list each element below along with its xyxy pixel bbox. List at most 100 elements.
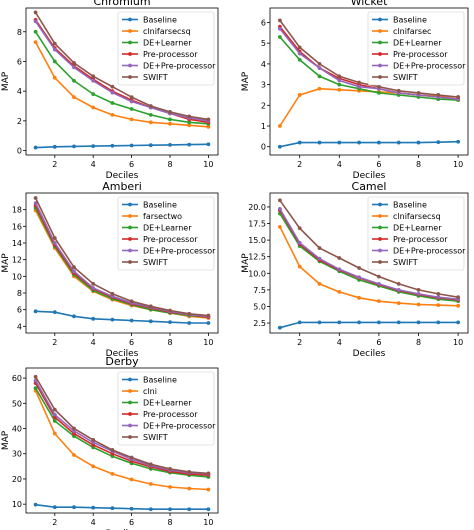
data-point [317,246,322,250]
data-point [357,320,361,325]
data-point [110,101,115,105]
data-point [297,140,302,145]
legend-label: DE+Pre-processor [143,422,216,431]
legend-label: SWIFT [393,258,418,267]
plot-area [25,367,219,514]
x-tick-label: 8 [167,338,172,347]
x-tick-label: 8 [167,160,172,169]
data-point [129,318,134,323]
data-point [278,144,282,149]
data-point [187,507,192,512]
legend-marker [378,75,382,79]
chart-title: Chromium [93,0,150,8]
legend-label: DE+Pre-processor [393,247,466,256]
x-tick-label: 4 [91,338,96,347]
x-tick-label: 6 [376,338,381,347]
y-tick-label: 7.5 [253,286,266,295]
legend-marker [128,400,132,405]
data-point [396,320,401,325]
y-tick-label: 16 [12,222,22,231]
data-point [187,321,192,325]
plot-area [269,7,469,156]
data-point [187,486,192,491]
data-point [91,437,96,442]
legend-box [367,11,465,86]
series-line [34,197,209,317]
legend-label: clnifarsecsq [393,212,441,221]
data-point [436,295,441,300]
data-point [72,144,76,149]
legend-marker [378,248,382,253]
data-point [278,224,282,229]
data-point [52,236,57,240]
data-point [206,471,211,476]
legend-marker [128,29,132,33]
data-point [456,295,460,300]
data-point [52,75,57,80]
y-axis-label: MAP [241,71,251,91]
data-point [129,95,134,99]
y-tick-label: 3 [261,81,266,90]
series-line [34,12,209,121]
y-tick-label: 1 [261,122,266,131]
data-point [187,142,192,147]
series-swift [33,10,211,122]
x-tick-label: 10 [203,160,213,169]
y-axis-label: MAP [1,430,11,450]
data-point [396,88,401,93]
legend-box [117,371,215,446]
x-tick-label: 2 [52,518,57,527]
y-tick-label: 4 [17,87,22,96]
data-point [33,374,38,379]
series-clnifarsecsq [33,40,211,129]
data-point [278,35,282,39]
legend-marker [128,202,132,207]
data-point [129,107,134,111]
x-axis-label: Deciles [106,171,139,181]
data-point [33,40,38,45]
series-line [279,28,459,100]
y-tick-label: 14 [12,239,22,248]
y-tick-label: 20.0 [248,203,266,212]
chart-panel-derby: Derby246810102030405060DecilesMAPBaselin… [1,355,219,530]
data-point [129,99,134,104]
series-line [34,390,209,491]
data-point [206,117,211,122]
y-tick-label: 2 [17,117,22,126]
data-point [396,140,401,145]
data-point [91,316,96,321]
legend-label: Pre-processor [143,235,198,244]
legend-label: DE+Learner [393,39,442,48]
y-tick-label: 20 [12,475,22,484]
y-tick-label: 6 [261,18,266,27]
x-tick-label: 4 [91,160,96,169]
data-point [337,140,342,145]
data-point [168,121,172,126]
data-point [278,198,282,203]
data-point [168,110,172,114]
data-point [297,264,302,269]
series-line [34,387,209,478]
data-point [148,113,153,117]
data-point [337,267,342,272]
legend-label: Pre-processor [393,235,448,244]
data-point [297,45,302,50]
x-tick-label: 2 [297,338,302,347]
data-point [278,325,282,330]
data-point [72,426,76,431]
data-point [129,117,134,122]
x-tick-label: 6 [129,160,134,169]
data-point [110,143,115,148]
data-point [129,455,134,460]
data-point [33,10,38,15]
legend-marker [128,17,132,22]
data-point [206,487,211,492]
data-point [168,117,172,122]
data-point [416,287,421,292]
data-point [436,303,441,308]
data-point [52,47,57,52]
data-point [33,196,38,200]
data-point [416,302,421,307]
data-point [206,124,211,129]
chart-title: Wicket [351,0,388,8]
